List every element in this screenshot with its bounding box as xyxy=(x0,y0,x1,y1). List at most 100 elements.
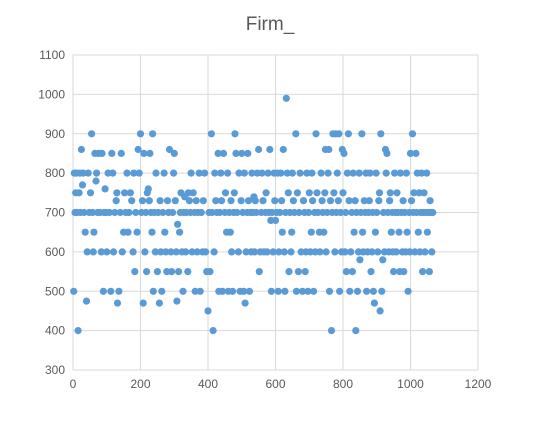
data-point xyxy=(204,307,212,315)
data-point xyxy=(392,248,400,256)
data-point xyxy=(403,228,411,236)
data-point xyxy=(202,248,210,256)
data-point xyxy=(288,228,296,236)
data-point xyxy=(306,248,314,256)
data-point xyxy=(156,197,164,205)
data-point xyxy=(342,268,350,276)
data-point xyxy=(305,189,313,197)
y-tick-label: 800 xyxy=(45,166,65,180)
data-point xyxy=(192,197,200,205)
data-point xyxy=(136,130,145,138)
data-point xyxy=(278,228,286,236)
data-point xyxy=(238,149,246,157)
data-point xyxy=(274,287,282,295)
data-point xyxy=(266,145,274,154)
chart-title: Firm_ xyxy=(245,14,295,35)
data-point xyxy=(83,248,91,256)
data-point xyxy=(400,268,408,276)
y-tick-label: 600 xyxy=(45,245,65,259)
data-point xyxy=(99,287,107,295)
data-point xyxy=(103,248,111,256)
data-point xyxy=(80,208,88,217)
data-point xyxy=(407,197,416,205)
data-point xyxy=(101,185,109,193)
data-point xyxy=(343,169,351,177)
data-point xyxy=(271,216,280,224)
data-point xyxy=(423,228,431,236)
data-point xyxy=(344,130,352,138)
data-point xyxy=(224,169,232,177)
data-point xyxy=(288,169,296,177)
data-point xyxy=(324,169,332,177)
data-point xyxy=(310,287,318,295)
data-point xyxy=(375,189,384,197)
data-point xyxy=(339,189,347,197)
data-point xyxy=(133,228,141,236)
data-point xyxy=(411,248,419,256)
data-point xyxy=(251,197,259,205)
data-point xyxy=(229,287,237,295)
x-tick-label: 0 xyxy=(70,377,77,391)
data-point xyxy=(174,220,182,228)
data-point xyxy=(396,169,404,177)
data-point xyxy=(196,287,204,295)
data-point xyxy=(295,208,303,217)
data-point xyxy=(162,248,170,256)
y-tick-label: 500 xyxy=(45,284,65,298)
data-point xyxy=(378,287,386,295)
data-point xyxy=(240,169,248,177)
data-point xyxy=(170,149,178,157)
y-tick-label: 400 xyxy=(45,324,65,338)
data-point xyxy=(158,287,166,295)
data-point xyxy=(125,208,133,217)
data-point xyxy=(89,248,97,256)
data-point xyxy=(161,228,169,236)
data-point xyxy=(159,208,167,217)
data-point xyxy=(255,145,263,154)
data-point xyxy=(206,268,214,276)
data-point xyxy=(307,228,315,236)
data-point xyxy=(79,169,87,177)
data-point xyxy=(365,197,373,205)
data-point xyxy=(318,197,326,205)
data-point xyxy=(149,130,157,138)
data-point xyxy=(231,130,239,138)
data-point xyxy=(325,145,333,154)
data-point xyxy=(350,228,358,236)
data-point xyxy=(170,169,178,177)
data-point xyxy=(201,169,209,177)
data-point xyxy=(419,268,427,276)
data-point xyxy=(337,208,345,217)
data-point xyxy=(321,189,329,197)
data-point xyxy=(276,208,284,217)
data-point xyxy=(132,208,140,217)
data-point xyxy=(326,197,335,205)
data-point xyxy=(111,208,119,217)
data-point xyxy=(418,169,426,177)
data-point xyxy=(128,197,136,205)
data-point xyxy=(172,248,180,256)
data-point xyxy=(406,149,415,157)
data-point xyxy=(347,248,355,256)
data-point xyxy=(303,169,311,177)
data-point xyxy=(283,169,291,177)
data-point xyxy=(280,248,288,256)
data-point xyxy=(237,197,245,205)
data-point xyxy=(305,208,313,217)
data-point xyxy=(176,228,184,236)
data-point xyxy=(255,268,263,276)
data-point xyxy=(199,197,207,205)
data-point xyxy=(426,197,434,205)
data-point xyxy=(299,197,308,205)
data-point xyxy=(195,169,203,177)
data-point xyxy=(402,169,410,177)
data-point xyxy=(399,197,407,205)
data-point xyxy=(391,169,399,177)
data-point xyxy=(234,248,242,256)
data-point xyxy=(90,228,98,236)
data-point xyxy=(330,189,338,197)
data-point xyxy=(187,169,195,177)
data-point xyxy=(117,149,125,157)
x-tick-label: 600 xyxy=(265,377,285,391)
